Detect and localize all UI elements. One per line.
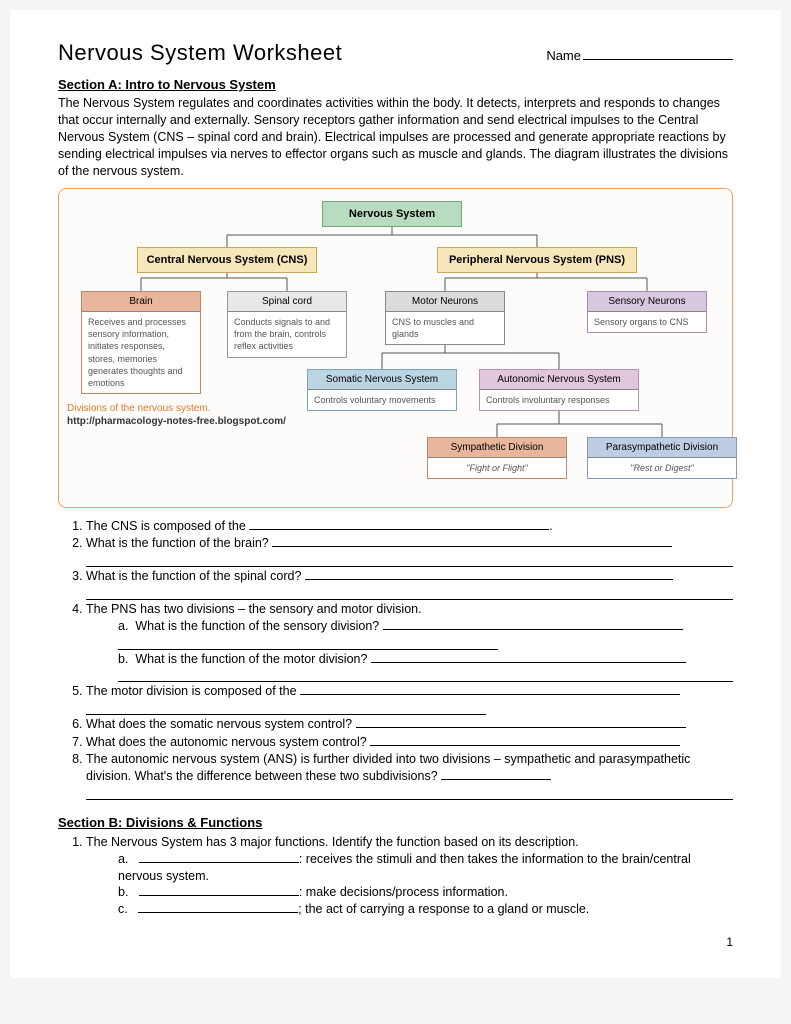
header: Nervous System Worksheet Name [58, 38, 733, 68]
q5: The motor division is composed of the [86, 683, 733, 700]
name-blank[interactable] [583, 59, 733, 60]
diagram-caption: Divisions of the nervous system. http://… [67, 402, 286, 429]
section-b: Section B: Divisions & Functions The Ner… [58, 814, 733, 918]
node-parasympathetic: Parasympathetic Division"Rest or Digest" [587, 437, 737, 480]
node-spinal: Spinal cordConducts signals to and from … [227, 291, 347, 358]
q6: What does the somatic nervous system con… [86, 716, 733, 733]
sb-q1: The Nervous System has 3 major functions… [86, 834, 733, 918]
section-b-title: Section B: Divisions & Functions [58, 814, 733, 832]
nervous-system-diagram: Nervous SystemCentral Nervous System (CN… [67, 199, 724, 501]
q2: What is the function of the brain? [86, 535, 733, 552]
page-number: 1 [58, 934, 733, 950]
node-cns: Central Nervous System (CNS) [137, 247, 317, 274]
section-a-title: Section A: Intro to Nervous System [58, 76, 733, 94]
node-autonomic: Autonomic Nervous SystemControls involun… [479, 369, 639, 412]
node-motor: Motor NeuronsCNS to muscles and glands [385, 291, 505, 346]
section-b-questions: The Nervous System has 3 major functions… [86, 834, 733, 918]
q3: What is the function of the spinal cord? [86, 568, 733, 585]
node-brain: BrainReceives and processes sensory info… [81, 291, 201, 394]
section-a-questions: The CNS is composed of the . What is the… [86, 518, 733, 553]
q8: The autonomic nervous system (ANS) is fu… [86, 751, 733, 785]
name-field: Name [546, 47, 733, 65]
node-sensory: Sensory NeuronsSensory organs to CNS [587, 291, 707, 334]
worksheet-page: Nervous System Worksheet Name Section A:… [10, 10, 781, 978]
q4: The PNS has two divisions – the sensory … [86, 601, 733, 635]
node-root: Nervous System [322, 201, 462, 228]
node-sympathetic: Sympathetic Division"Fight or Flight" [427, 437, 567, 480]
worksheet-title: Nervous System Worksheet [58, 38, 342, 68]
q7: What does the autonomic nervous system c… [86, 734, 733, 751]
q1: The CNS is composed of the . [86, 518, 733, 535]
intro-text: The Nervous System regulates and coordin… [58, 95, 733, 179]
node-somatic: Somatic Nervous SystemControls voluntary… [307, 369, 457, 412]
node-pns: Peripheral Nervous System (PNS) [437, 247, 637, 274]
diagram-frame: Nervous SystemCentral Nervous System (CN… [58, 188, 733, 508]
